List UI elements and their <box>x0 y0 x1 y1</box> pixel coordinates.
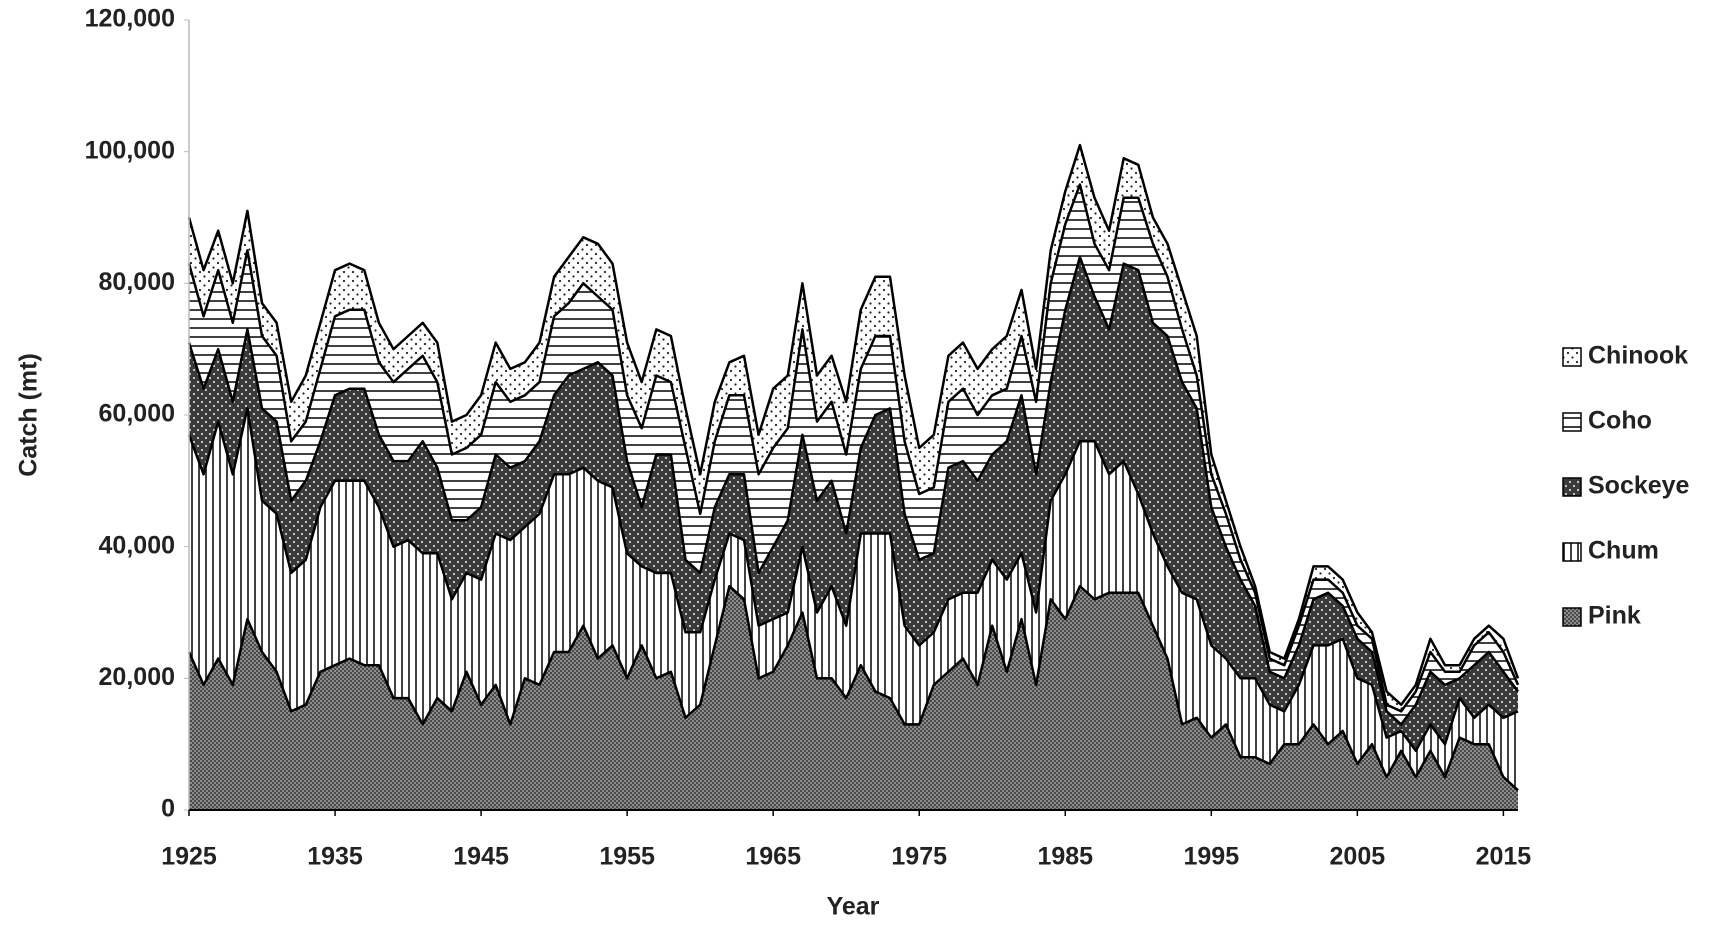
legend-swatch <box>1562 347 1582 367</box>
area-fill <box>189 184 1518 725</box>
y-tick-label: 40,000 <box>99 531 175 559</box>
axes: 0 20,000 40,000 60,000 80,000 100,000 120,000 1… <box>85 5 1532 871</box>
x-tick-label: 1955 <box>599 843 655 871</box>
y-axis-title: Catch (mt) <box>15 353 43 477</box>
area-top-line <box>187 407 1519 753</box>
legend-swatch <box>1562 542 1582 562</box>
area-top-line <box>187 255 1520 726</box>
area-top-line <box>187 183 1520 713</box>
x-tick-label: 1985 <box>1037 843 1093 871</box>
x-tick-label: 1925 <box>161 843 217 871</box>
area-fill <box>189 145 1518 712</box>
x-tick-label: 1995 <box>1183 843 1239 871</box>
x-tick-label: 1935 <box>307 843 363 871</box>
y-tick-label: 120,000 <box>85 5 175 33</box>
y-tick-label: 20,000 <box>99 663 175 691</box>
legend-swatch <box>1562 607 1582 627</box>
areas <box>189 145 1518 810</box>
x-tick-label: 2015 <box>1476 843 1532 871</box>
area-top-line <box>187 143 1520 706</box>
legend-label: Chum <box>1588 537 1659 565</box>
x-axis-title: Year <box>827 893 880 921</box>
x-tick-label: 1975 <box>891 843 947 871</box>
legend-label: Sockeye <box>1588 472 1690 500</box>
legend-label: Chinook <box>1588 342 1688 370</box>
x-tick-label: 1945 <box>453 843 509 871</box>
legend-swatch <box>1562 477 1582 497</box>
legend: Chinook Coho Sockeye Chum Pink <box>1562 342 1690 630</box>
area-fill <box>189 257 1518 751</box>
y-tick-label: 100,000 <box>85 136 175 164</box>
area-top-line <box>187 584 1519 792</box>
x-tick-label: 1965 <box>745 843 801 871</box>
area-fill <box>189 586 1518 810</box>
y-tick-label: 60,000 <box>99 400 175 428</box>
legend-label: Coho <box>1588 407 1652 435</box>
area-outlines <box>187 143 1520 792</box>
legend-label: Pink <box>1588 602 1641 630</box>
y-tick-label: 80,000 <box>99 268 175 296</box>
y-tick-label: 0 <box>161 795 175 823</box>
area-fill <box>189 408 1518 791</box>
x-tick-label: 2005 <box>1330 843 1386 871</box>
legend-swatch <box>1562 412 1582 432</box>
